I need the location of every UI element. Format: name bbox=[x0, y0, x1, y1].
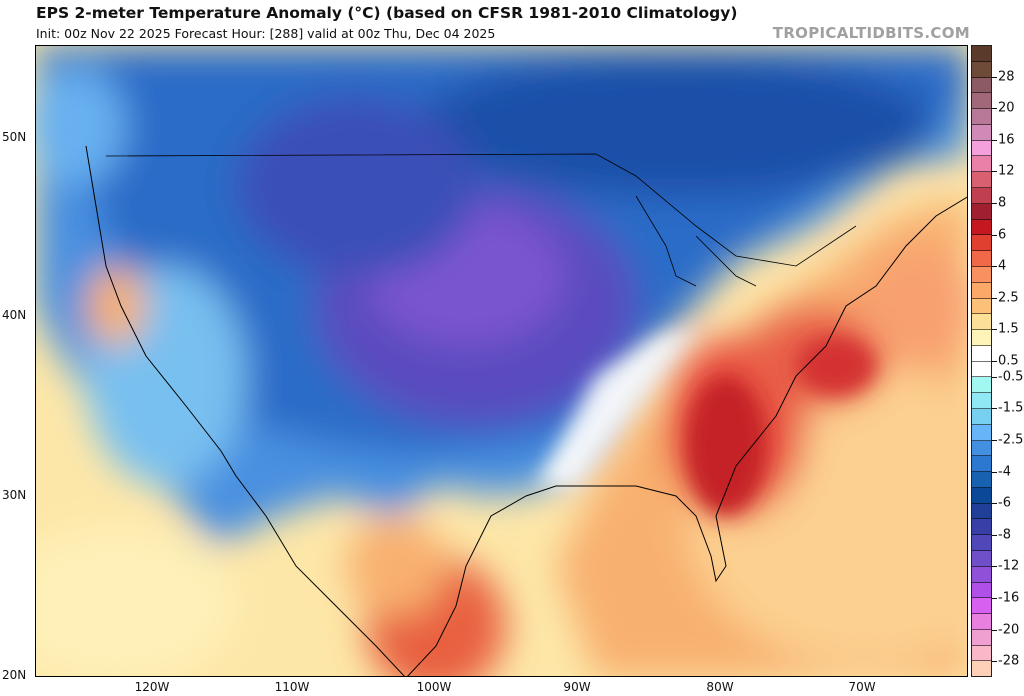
colorbar-label: -28 bbox=[998, 653, 1020, 669]
colorbar-tick bbox=[992, 566, 997, 568]
colorbar-bin bbox=[972, 282, 991, 299]
colorbar-tick bbox=[992, 234, 997, 236]
watermark: TROPICALTIDBITS.COM bbox=[772, 24, 970, 42]
colorbar-label: -16 bbox=[998, 590, 1020, 606]
lat-label-20n: 20N bbox=[2, 668, 27, 682]
colorbar-bin bbox=[972, 598, 991, 615]
colorbar-bin bbox=[972, 456, 991, 473]
colorbar-label: -2.5 bbox=[998, 432, 1024, 448]
colorbar-bin bbox=[972, 188, 991, 204]
colorbar-label: -6 bbox=[998, 495, 1011, 511]
colorbar-bin bbox=[972, 519, 991, 536]
colorbar-bin bbox=[972, 61, 991, 78]
colorbar-bin bbox=[972, 361, 991, 378]
colorbar-bin bbox=[972, 535, 991, 551]
lon-label-70w: 70W bbox=[848, 680, 876, 694]
colorbar-bin bbox=[972, 298, 991, 315]
colorbar-tick bbox=[992, 408, 997, 410]
colorbar-bin bbox=[972, 503, 991, 520]
colorbar-bin bbox=[972, 345, 991, 362]
colorbar-label: 28 bbox=[998, 69, 1015, 85]
colorbar-label: -4 bbox=[998, 464, 1011, 480]
colorbar-bin bbox=[972, 124, 991, 141]
colorbar-label: 0.5 bbox=[998, 353, 1019, 369]
colorbar-bin bbox=[972, 408, 991, 425]
colorbar-bin bbox=[972, 424, 991, 441]
colorbar-label: 6 bbox=[998, 227, 1007, 243]
colorbar-tick bbox=[992, 629, 997, 631]
colorbar-tick bbox=[992, 534, 997, 536]
colorbar-label: -12 bbox=[998, 558, 1020, 574]
colorbar-label: -8 bbox=[998, 527, 1011, 543]
colorbar-label: 2.5 bbox=[998, 290, 1019, 306]
colorbar-tick bbox=[992, 440, 997, 441]
colorbar-tick bbox=[992, 76, 997, 78]
colorbar-bin bbox=[972, 393, 991, 409]
lon-label-100w: 100W bbox=[416, 680, 452, 694]
colorbar-tick bbox=[992, 598, 997, 599]
colorbar-label: 1.5 bbox=[998, 321, 1019, 337]
colorbar-bin bbox=[972, 156, 991, 173]
colorbar-bin bbox=[972, 93, 991, 110]
colorbar-bin bbox=[972, 251, 991, 267]
colorbar-bin bbox=[972, 472, 991, 488]
lat-label-40n: 40N bbox=[2, 308, 27, 322]
colorbar-tick bbox=[992, 329, 997, 331]
colorbar-label: 4 bbox=[998, 258, 1007, 274]
colorbar-bin bbox=[972, 219, 991, 236]
colorbar-bin bbox=[972, 330, 991, 346]
colorbar-tick bbox=[992, 471, 997, 473]
colorbar-bin bbox=[972, 77, 991, 94]
colorbar-tick bbox=[992, 139, 997, 141]
colorbar-bin bbox=[972, 614, 991, 630]
colorbar-bin bbox=[972, 140, 991, 157]
anomaly-map bbox=[35, 45, 968, 677]
lat-label-50n: 50N bbox=[2, 130, 27, 144]
colorbar-bin bbox=[972, 661, 991, 677]
colorbar-bin bbox=[972, 566, 991, 583]
colorbar-bin bbox=[972, 645, 991, 662]
colorbar-bin bbox=[972, 582, 991, 599]
colorbar-bin bbox=[972, 46, 991, 62]
colorbar-bin bbox=[972, 235, 991, 252]
colorbar-bin bbox=[972, 172, 991, 189]
anomaly-field bbox=[36, 46, 967, 676]
colorbar-tick bbox=[992, 503, 997, 505]
lon-label-90w: 90W bbox=[563, 680, 591, 694]
lon-label-110w: 110W bbox=[274, 680, 310, 694]
colorbar-tick bbox=[992, 376, 997, 378]
colorbar bbox=[971, 45, 992, 677]
lon-label-120w: 120W bbox=[134, 680, 170, 694]
colorbar-label: -0.5 bbox=[998, 369, 1024, 385]
colorbar-bin bbox=[972, 109, 991, 125]
map-title: EPS 2-meter Temperature Anomaly (°C) (ba… bbox=[36, 4, 738, 22]
forecast-info: Init: 00z Nov 22 2025 Forecast Hour: [28… bbox=[36, 26, 496, 41]
colorbar-tick bbox=[992, 171, 997, 173]
colorbar-tick bbox=[992, 297, 997, 299]
lat-label-30n: 30N bbox=[2, 488, 27, 502]
colorbar-label: -1.5 bbox=[998, 400, 1024, 416]
colorbar-bin bbox=[972, 551, 991, 567]
colorbar-bin bbox=[972, 629, 991, 646]
colorbar-tick bbox=[992, 108, 997, 110]
colorbar-bin bbox=[972, 203, 991, 220]
colorbar-tick bbox=[992, 266, 997, 268]
lon-label-80w: 80W bbox=[706, 680, 734, 694]
colorbar-tick bbox=[992, 361, 997, 362]
colorbar-label: 8 bbox=[998, 195, 1007, 211]
colorbar-label: -20 bbox=[998, 622, 1020, 638]
colorbar-bin bbox=[972, 314, 991, 331]
colorbar-bin bbox=[972, 487, 991, 504]
colorbar-label: 16 bbox=[998, 132, 1015, 148]
colorbar-label: 20 bbox=[998, 100, 1015, 116]
colorbar-label: 12 bbox=[998, 163, 1015, 179]
colorbar-bin bbox=[972, 440, 991, 457]
colorbar-bin bbox=[972, 266, 991, 283]
colorbar-tick bbox=[992, 203, 997, 204]
colorbar-tick bbox=[992, 661, 997, 663]
colorbar-bin bbox=[972, 377, 991, 394]
